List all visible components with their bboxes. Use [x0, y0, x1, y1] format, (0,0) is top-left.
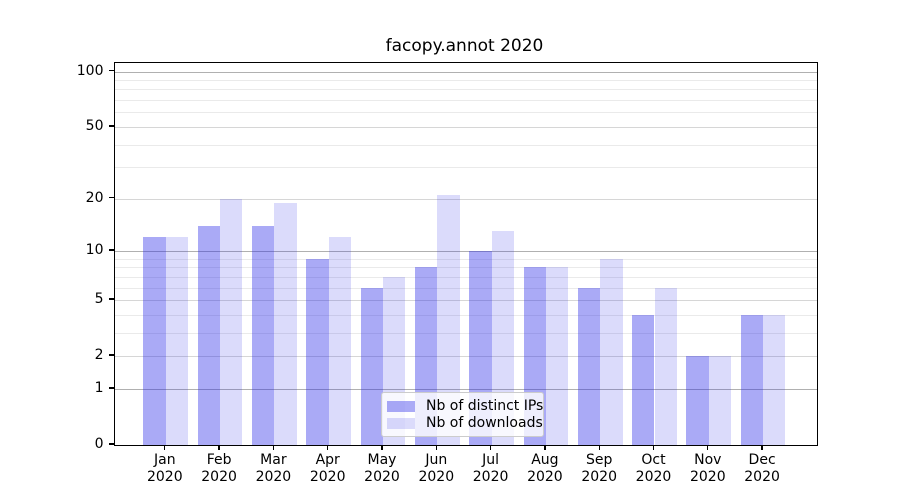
gridline-major: [114, 300, 817, 302]
y-tick-mark: [108, 249, 114, 251]
bar-downloads-oct: [654, 287, 677, 445]
gridline-major: [114, 198, 817, 200]
x-tick-mark: [652, 445, 655, 450]
x-tick-mark: [218, 445, 220, 450]
bar-downloads-nov: [708, 356, 732, 445]
y-tick-mark: [108, 387, 114, 389]
gridline-minor: [114, 258, 817, 260]
gridline-minor: [114, 167, 817, 169]
gridline-minor: [114, 100, 817, 102]
gridline-minor: [114, 287, 817, 289]
y-tick-mark: [108, 69, 114, 72]
bar-downloads-aug: [545, 267, 569, 445]
bar-downloads-jul: [491, 231, 514, 445]
gridline-minor: [114, 80, 817, 82]
gridline-minor: [114, 267, 817, 269]
x-tick-mark: [761, 445, 763, 450]
legend-entry-ips: Nb of distinct IPs: [387, 398, 543, 414]
legend-swatch-downloads: [387, 417, 415, 429]
bar-downloads-jan: [165, 237, 189, 445]
bar-distinct-ips-mar: [252, 225, 275, 445]
y-tick-mark: [108, 125, 114, 127]
legend-label-downloads: Nb of downloads: [426, 415, 543, 431]
y-tick-mark: [108, 298, 114, 300]
y-tick-mark: [108, 196, 114, 199]
x-tick-mark: [435, 445, 437, 450]
y-tick-mark: [108, 443, 114, 445]
y-tick-label: 100: [76, 62, 104, 79]
gridline-major: [114, 356, 817, 358]
x-tick-mark: [489, 445, 492, 450]
y-tick-label: 2: [94, 347, 104, 364]
bar-downloads-jun: [437, 194, 460, 445]
x-tick-label: Mar 2020: [255, 452, 292, 485]
bar-downloads-apr: [328, 237, 352, 445]
x-tick-label: Jan 2020: [146, 452, 183, 485]
gridline-decade: [114, 71, 817, 73]
bar-downloads-feb: [220, 198, 243, 445]
bar-distinct-ips-jan: [143, 237, 166, 445]
bar-distinct-ips-apr: [306, 258, 329, 445]
gridline-minor: [114, 332, 817, 334]
y-tick-label: 0: [94, 436, 104, 452]
x-tick-mark: [544, 445, 546, 450]
gridline-minor: [114, 144, 817, 146]
x-tick-label: Dec 2020: [744, 452, 780, 485]
x-tick-label: Oct 2020: [635, 452, 672, 485]
gridline-decade: [114, 250, 817, 252]
x-tick-mark: [272, 445, 275, 450]
x-tick-label: Apr 2020: [309, 452, 346, 485]
x-tick-label: Jun 2020: [418, 452, 455, 485]
chart-title: facopy.annot 2020: [385, 36, 544, 56]
bar-downloads-dec: [763, 314, 786, 445]
bar-distinct-ips-dec: [740, 314, 764, 445]
legend: Nb of distinct IPs Nb of downloads: [381, 392, 544, 437]
x-tick-label: Aug 2020: [527, 452, 563, 485]
y-tick-label: 1: [94, 379, 104, 396]
x-tick-mark: [164, 445, 166, 450]
x-tick-mark: [598, 445, 600, 450]
y-tick-mark: [108, 354, 114, 356]
bar-distinct-ips-nov: [686, 356, 709, 445]
gridline-minor: [114, 112, 817, 114]
bar-downloads-sep: [600, 258, 623, 445]
y-tick-label: 5: [94, 291, 104, 308]
bar-downloads-mar: [274, 202, 297, 445]
legend-swatch-distinct-ips: [387, 400, 415, 412]
x-tick-label: Sep 2020: [581, 452, 617, 485]
gridline-minor: [114, 314, 817, 316]
x-tick-label: Nov 2020: [689, 452, 726, 485]
y-tick-label: 50: [85, 117, 104, 134]
bar-distinct-ips-sep: [577, 287, 601, 445]
bar-distinct-ips-feb: [197, 225, 221, 445]
bar-distinct-ips-oct: [632, 314, 655, 445]
x-tick-label: Feb 2020: [201, 452, 237, 485]
x-tick-mark: [381, 445, 383, 450]
bar-distinct-ips-may: [360, 287, 383, 445]
y-tick-label: 20: [85, 189, 104, 206]
gridline-minor: [114, 276, 817, 278]
x-tick-mark: [707, 445, 709, 450]
legend-entry-downloads: Nb of downloads: [387, 415, 543, 431]
gridline-major: [114, 126, 817, 128]
legend-label-distinct-ips: Nb of distinct IPs: [426, 398, 544, 414]
gridline-decade: [114, 388, 817, 390]
gridline-minor: [114, 89, 817, 91]
plot-area: [113, 61, 818, 446]
y-tick-label: 10: [85, 241, 104, 258]
x-tick-label: Jul 2020: [472, 452, 509, 485]
x-tick-mark: [327, 445, 329, 450]
x-tick-label: May 2020: [364, 452, 400, 485]
